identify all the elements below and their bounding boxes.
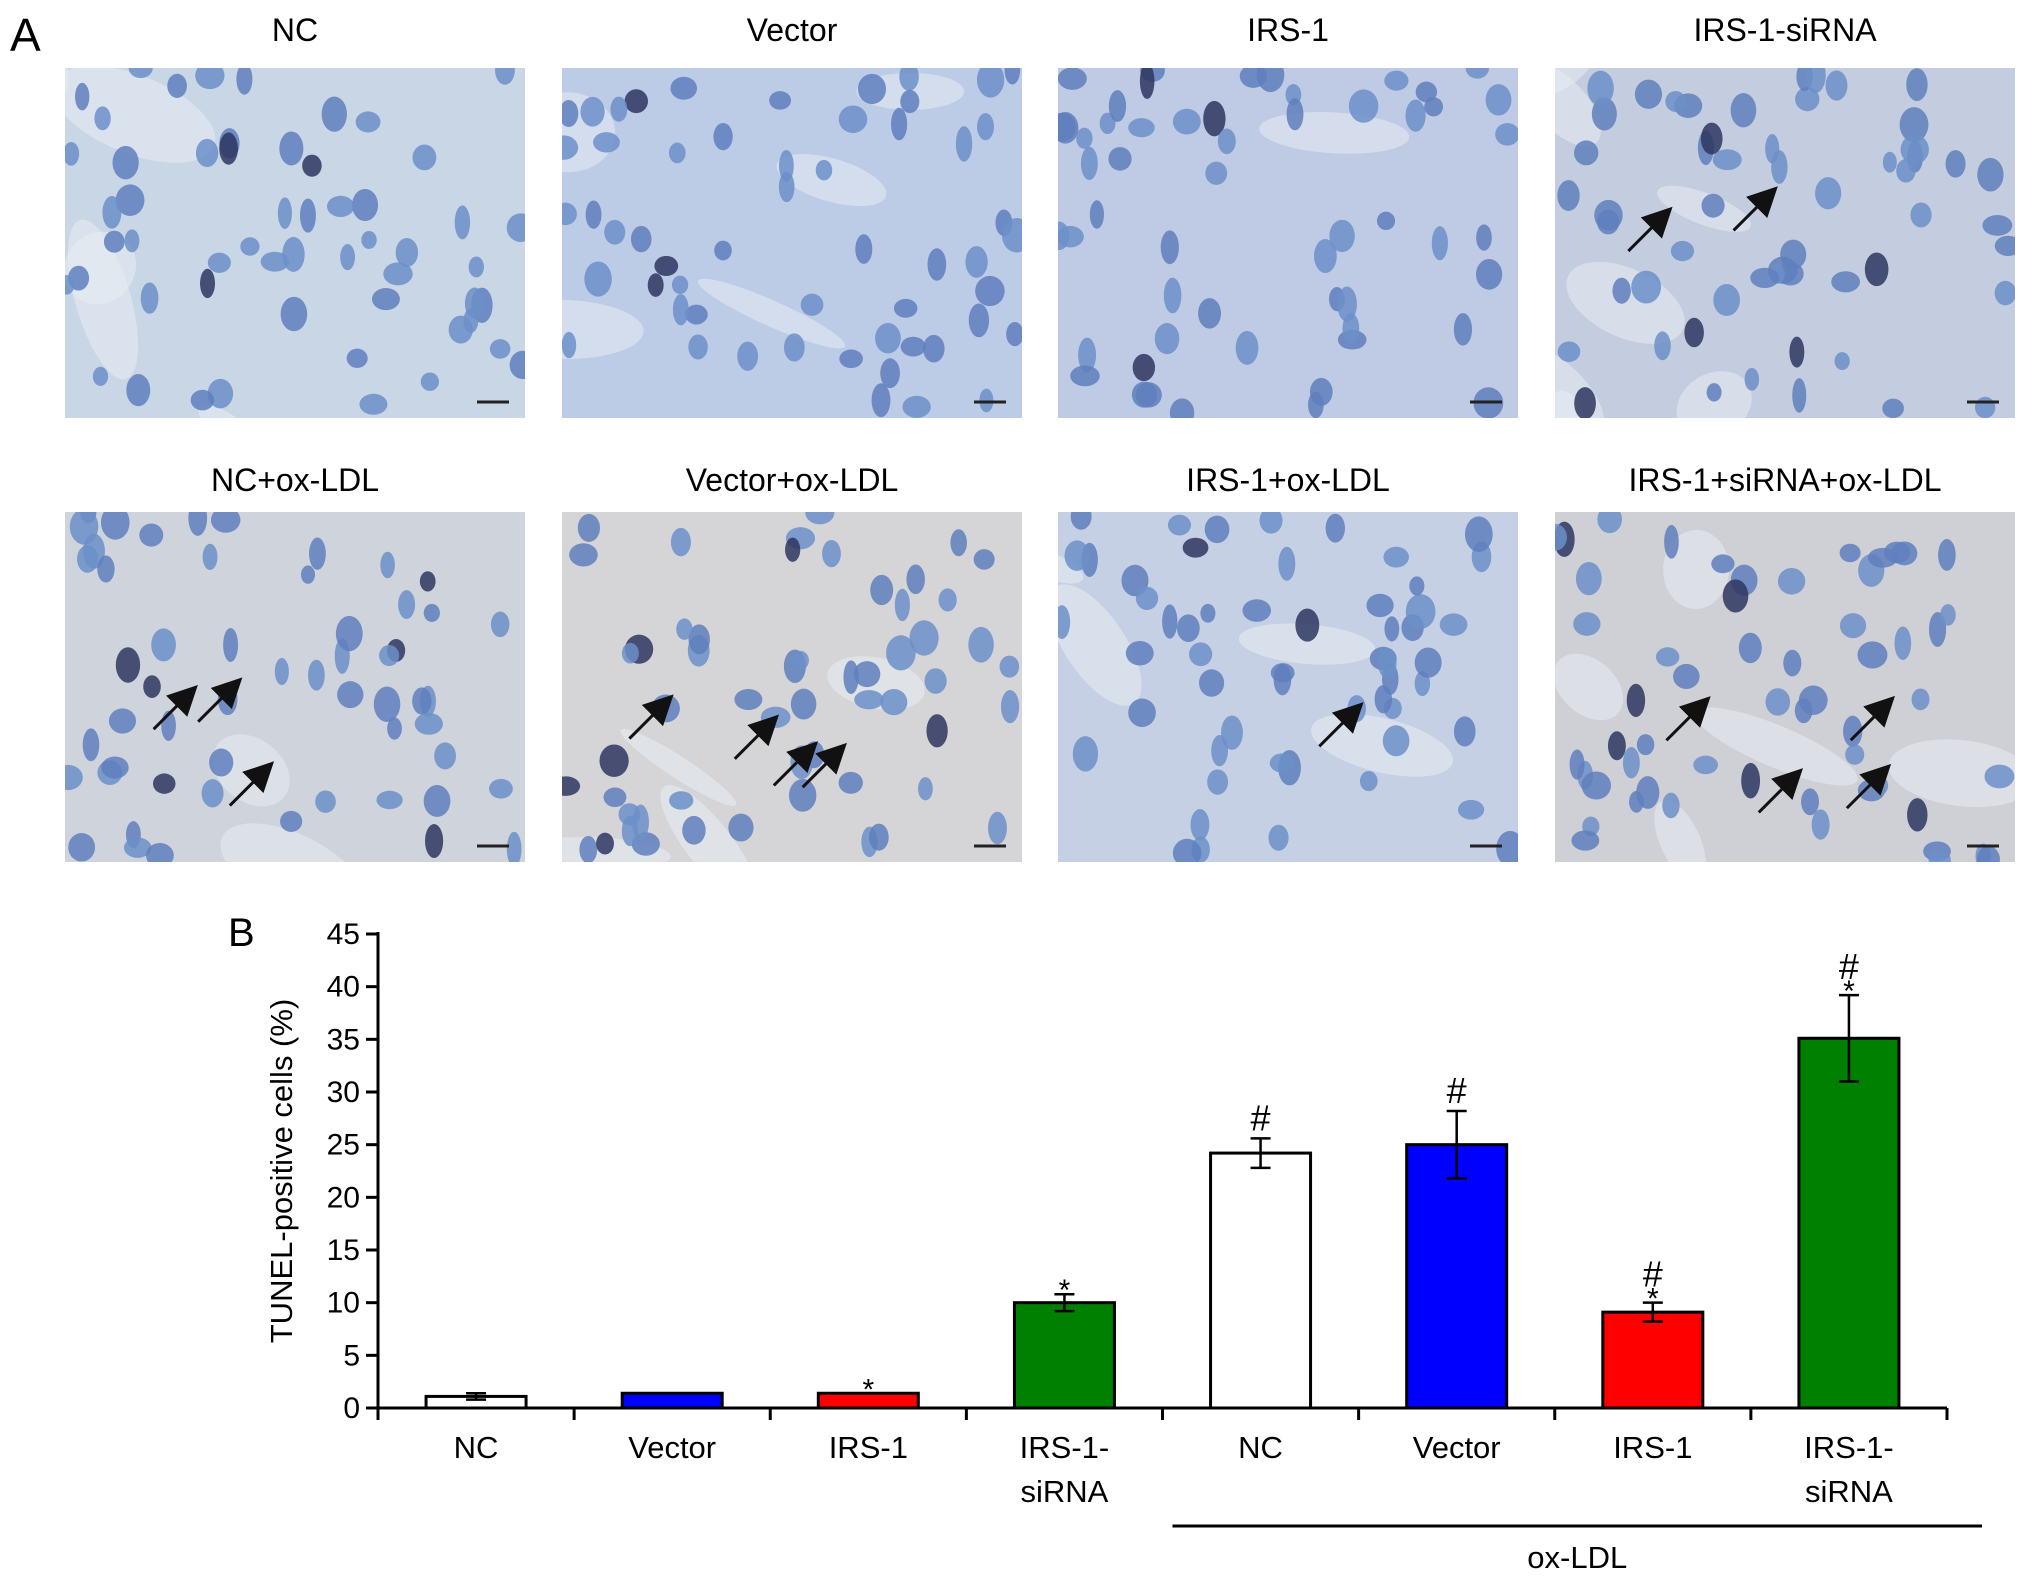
- significance-mark: *: [1843, 975, 1855, 1008]
- x-category-label: Vector: [628, 1430, 716, 1465]
- apoptosis-arrow: [1845, 763, 1892, 810]
- y-tick-label: 15: [327, 1234, 360, 1267]
- y-tick-label: 25: [327, 1129, 360, 1162]
- apoptosis-arrow: [628, 694, 674, 740]
- panel-a-letter: A: [10, 9, 41, 61]
- bar: [1012, 1301, 1116, 1410]
- bar: [620, 1391, 724, 1410]
- micrograph-image: [1058, 68, 1518, 418]
- micrograph-title: IRS-1+ox-LDL: [1186, 462, 1390, 498]
- significance-mark: #: [1447, 1070, 1467, 1111]
- x-category-label: IRS-1: [1613, 1430, 1692, 1465]
- tunel-bar-chart: B 0 5 10 15 20 25 30 35 40 45 TUNEL-positive cells …: [228, 911, 1982, 1575]
- group-bracket-label: ox-LDL: [1527, 1540, 1627, 1575]
- micrograph-image: [1058, 512, 1518, 862]
- x-category-label: NC: [1238, 1430, 1283, 1465]
- y-tick-label: 35: [327, 1023, 360, 1056]
- apoptosis-arrow: [1627, 206, 1673, 253]
- apoptosis-arrow: [733, 714, 780, 760]
- y-tick-label: 5: [343, 1339, 360, 1372]
- apoptosis-arrow: [1732, 186, 1778, 232]
- significance-mark: #: [1643, 1254, 1663, 1295]
- y-tick-label: 45: [327, 918, 360, 951]
- x-category-label: IRS-1-: [1804, 1430, 1894, 1465]
- apoptosis-arrow: [1665, 696, 1711, 742]
- x-category-label: IRS-1: [829, 1430, 908, 1465]
- significance-mark: #: [1251, 1097, 1271, 1138]
- micrograph-title: NC+ox-LDL: [210, 462, 380, 498]
- x-category-label: siRNA: [1021, 1474, 1109, 1509]
- bar: [1601, 1310, 1705, 1410]
- bar: [1405, 1143, 1509, 1410]
- micrograph-title: IRS-1-siRNA: [1693, 12, 1877, 48]
- significance-mark: *: [1059, 1274, 1071, 1307]
- apoptosis-arrow: [772, 741, 819, 787]
- micrograph-title: Vector+ox-LDL: [685, 462, 899, 498]
- apoptosis-arrow: [228, 761, 275, 807]
- significance-mark: #: [1839, 946, 1859, 987]
- micrograph-image: [65, 68, 525, 418]
- x-category-label: Vector: [1413, 1430, 1501, 1465]
- y-tick-label: 10: [327, 1287, 360, 1320]
- x-category-label: siRNA: [1805, 1474, 1893, 1509]
- micrograph-image: [1555, 68, 2015, 418]
- apoptosis-arrow: [801, 742, 847, 789]
- bar: [1797, 1036, 1901, 1410]
- panel-b-letter: B: [228, 911, 255, 955]
- bar: [816, 1391, 920, 1410]
- y-tick-label: 0: [343, 1392, 360, 1425]
- micrograph-image: [1555, 512, 2015, 862]
- apoptosis-arrow: [197, 677, 243, 723]
- micrograph-image: [562, 512, 1022, 862]
- micrograph-title: IRS-1+siRNA+ox-LDL: [1628, 462, 1942, 498]
- apoptosis-arrow: [1757, 768, 1804, 814]
- x-category-label: NC: [454, 1430, 499, 1465]
- y-tick-label: 40: [327, 971, 360, 1004]
- significance-mark: *: [1647, 1283, 1659, 1316]
- bar: [1209, 1151, 1313, 1410]
- apoptosis-arrow: [1849, 695, 1895, 742]
- y-tick-label: 30: [327, 1076, 360, 1109]
- micrograph-title: IRS-1: [1247, 12, 1329, 48]
- micrograph-title: NC: [271, 12, 319, 48]
- x-category-label: IRS-1-: [1020, 1430, 1110, 1465]
- micrograph-title: Vector: [746, 12, 838, 48]
- y-tick-label: 20: [327, 1181, 360, 1214]
- significance-mark: *: [862, 1373, 874, 1406]
- y-axis-title: TUNEL-positive cells (%): [264, 999, 299, 1344]
- apoptosis-arrow: [152, 684, 198, 731]
- micrograph-image: [562, 68, 1022, 418]
- apoptosis-arrow: [1318, 702, 1364, 748]
- micrograph-image: [65, 512, 525, 862]
